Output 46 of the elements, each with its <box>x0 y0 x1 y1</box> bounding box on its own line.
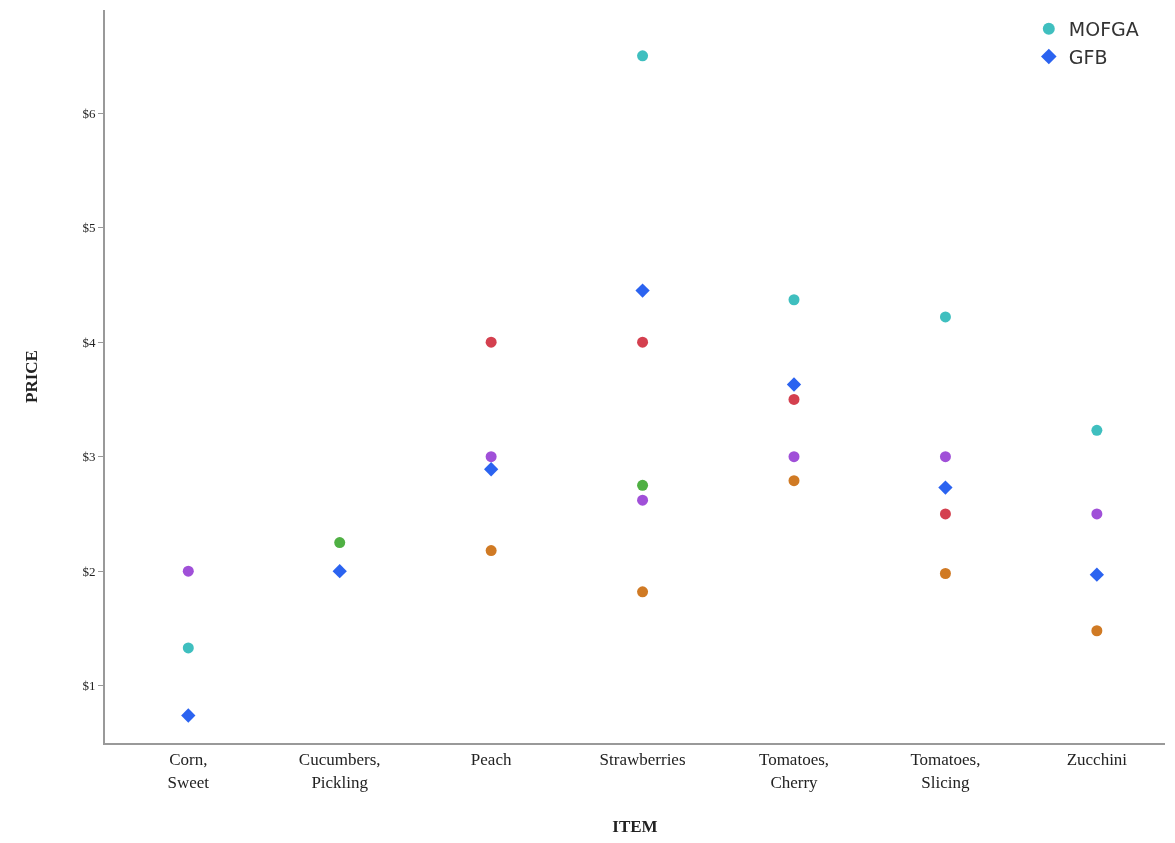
x-tick-label: Zucchini <box>1066 750 1128 770</box>
y-tick-label: $6 <box>82 105 96 121</box>
point <box>788 393 800 405</box>
point <box>485 451 497 463</box>
point <box>1089 567 1105 582</box>
point <box>485 545 497 557</box>
x-tick-label: Peach <box>470 750 512 770</box>
point <box>788 294 800 306</box>
x-tick-label: Cucumbers, Pickling <box>298 750 381 792</box>
legend-label: GFB <box>1068 45 1108 68</box>
y-tick-label: $3 <box>82 449 96 465</box>
point <box>939 311 951 323</box>
x-tick-label: Corn, Sweet <box>167 750 210 792</box>
point <box>182 642 194 654</box>
point <box>635 283 650 298</box>
point <box>485 336 497 348</box>
point <box>181 708 196 723</box>
x-axis-title: ITEM <box>612 817 658 837</box>
y-tick-label: $5 <box>82 220 96 236</box>
x-tick-label: Tomatoes, Slicing <box>910 750 981 792</box>
point <box>1091 424 1103 436</box>
point <box>637 336 649 348</box>
point <box>637 50 649 62</box>
point <box>637 586 649 598</box>
y-tick-label: $4 <box>82 334 96 350</box>
point <box>939 567 951 579</box>
x-tick-label: Tomatoes, Cherry <box>758 750 830 792</box>
y-tick-label: $2 <box>82 563 96 579</box>
y-tick-label: $1 <box>82 678 96 694</box>
legend-label: MOFGA <box>1068 18 1139 41</box>
point <box>788 451 800 463</box>
point <box>938 480 953 495</box>
point <box>939 508 951 520</box>
point <box>786 377 802 392</box>
point <box>182 565 194 577</box>
point <box>332 564 347 579</box>
point <box>334 537 346 549</box>
point <box>637 494 649 506</box>
point <box>483 462 499 477</box>
point <box>788 475 800 487</box>
x-tick-label: Strawberries <box>599 750 686 770</box>
point <box>637 479 649 491</box>
point <box>1091 508 1103 520</box>
point <box>939 451 951 463</box>
point <box>1091 625 1103 637</box>
y-axis-title: PRICE <box>22 350 42 403</box>
